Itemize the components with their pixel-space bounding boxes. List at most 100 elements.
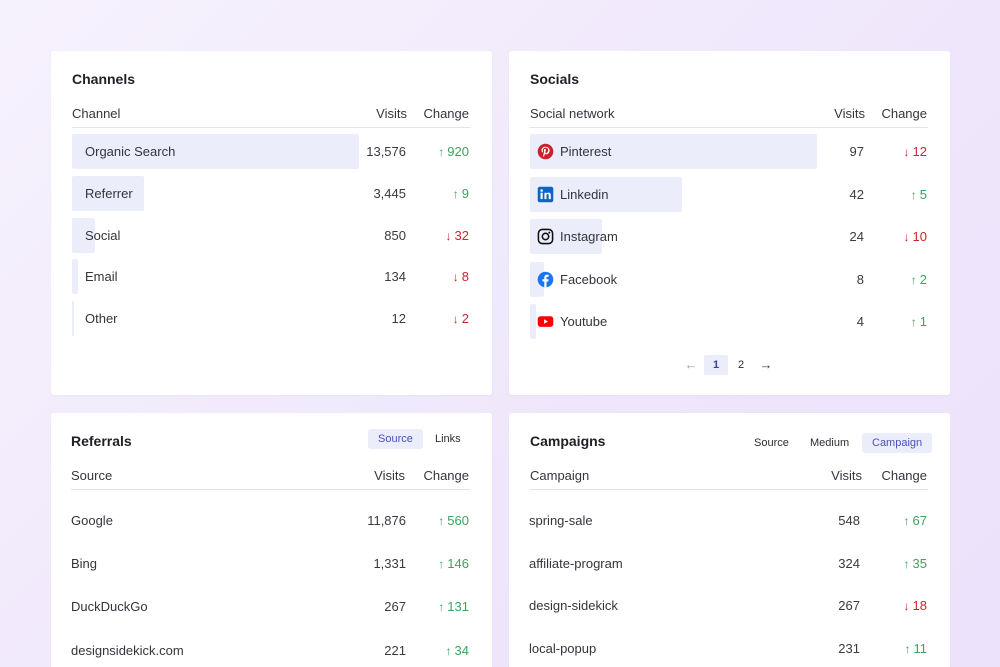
arrow-down-icon: ↓ (903, 230, 910, 244)
change-number: 34 (454, 642, 469, 658)
change-value: ↓ 10 (904, 229, 927, 244)
next-page-arrow-icon[interactable]: → (759, 357, 773, 372)
visits-value: 850 (384, 227, 406, 243)
table-row[interactable]: affiliate-program 324 ↑ 35 (509, 546, 950, 582)
visits-value: 1,331 (373, 556, 406, 572)
linkedin-icon (537, 186, 554, 203)
visits-value: 11,876 (367, 513, 406, 528)
socials-card: Socials Social network Visits Change Pin… (509, 51, 950, 395)
arrow-up-icon: ↑ (903, 514, 910, 528)
table-row[interactable]: Email 134 ↓ 8 (51, 259, 492, 295)
channel-name: Other (85, 311, 118, 327)
tab-campaign[interactable]: Campaign (862, 433, 933, 453)
change-column-header[interactable]: Change (423, 106, 469, 121)
visits-value: 24 (849, 229, 864, 244)
visits-value: 134 (384, 269, 406, 285)
arrow-up-icon: ↑ (438, 514, 445, 528)
change-value: ↑ 560 (438, 513, 469, 528)
visits-value: 97 (849, 144, 864, 159)
change-number: 32 (454, 227, 469, 243)
table-row[interactable]: Referrer 3,445 ↑ 9 (51, 175, 492, 212)
arrow-up-icon: ↑ (903, 556, 910, 571)
source-name: designsidekick.com (71, 642, 184, 658)
page-2-button[interactable]: 2 (737, 359, 745, 371)
prev-page-arrow-icon[interactable]: ← (684, 357, 698, 372)
table-row[interactable]: Other 12 ↓ 2 (51, 301, 492, 337)
arrow-up-icon: ↑ (910, 315, 917, 329)
tab-medium[interactable]: Medium (810, 437, 850, 449)
table-row[interactable]: Facebook 8 ↑ 2 (509, 261, 950, 298)
change-number: 146 (447, 556, 469, 572)
table-row[interactable]: local-popup 231 ↑ 11 (509, 631, 950, 667)
table-row[interactable]: Google 11,876 ↑ 560 (51, 503, 492, 539)
change-number: 35 (912, 555, 927, 571)
visits-value: 42 (849, 186, 864, 202)
tab-links[interactable]: Links (435, 433, 461, 445)
header-divider (71, 489, 470, 490)
visits-value: 267 (838, 598, 860, 613)
table-row[interactable]: DuckDuckGo 267 ↑ 131 (51, 589, 492, 625)
header-divider (72, 127, 470, 128)
visits-column-header[interactable]: Visits (834, 106, 865, 121)
change-number: 560 (447, 513, 469, 528)
arrow-up-icon: ↑ (910, 187, 917, 202)
table-row[interactable]: Youtube 4 ↑ 1 (509, 304, 950, 340)
table-row[interactable]: Organic Search 13,576 ↑ 920 (51, 134, 492, 170)
visits-value: 4 (856, 314, 864, 329)
arrow-down-icon: ↓ (452, 270, 459, 285)
pinterest-icon (537, 143, 554, 160)
page-1-button[interactable]: 1 (704, 355, 728, 375)
change-value: ↑ 2 (911, 272, 927, 287)
change-number: 8 (461, 269, 469, 285)
source-column-header[interactable]: Source (71, 468, 113, 483)
visits-value: 324 (838, 555, 860, 571)
change-column-header[interactable]: Change (881, 106, 927, 121)
change-value: ↓ 12 (904, 144, 927, 159)
table-row[interactable]: design-sidekick 267 ↓ 18 (509, 588, 950, 624)
table-row[interactable]: spring-sale 548 ↑ 67 (509, 503, 950, 539)
visits-share-bar (530, 176, 682, 212)
visits-column-header[interactable]: Visits (831, 468, 862, 483)
referrals-title: Referrals (71, 433, 132, 449)
channel-column-header[interactable]: Channel (72, 106, 121, 121)
visits-value: 8 (856, 271, 864, 287)
tab-source[interactable]: Source (368, 429, 423, 449)
change-number: 9 (461, 185, 469, 201)
visits-column-header[interactable]: Visits (374, 468, 405, 483)
tab-source[interactable]: Source (754, 437, 789, 449)
change-column-header[interactable]: Change (881, 468, 927, 483)
table-row[interactable]: Linkedin 42 ↑ 5 (509, 176, 950, 213)
campaign-name: design-sidekick (529, 598, 618, 613)
table-row[interactable]: Bing 1,331 ↑ 146 (51, 546, 492, 582)
visits-share-bar (530, 304, 536, 339)
instagram-icon (537, 228, 554, 245)
visits-share-bar (72, 134, 359, 169)
visits-share-bar (72, 301, 74, 337)
change-value: ↓ 2 (453, 311, 469, 326)
change-number: 1 (919, 314, 927, 329)
change-value: ↑ 5 (911, 187, 927, 202)
campaigns-card: Campaigns Source Medium Campaign Campaig… (509, 413, 950, 667)
change-value: ↑ 1 (911, 314, 927, 329)
youtube-icon (537, 313, 554, 330)
visits-column-header[interactable]: Visits (376, 106, 407, 121)
change-value: ↑ 920 (438, 144, 469, 159)
social-network-name: Pinterest (560, 144, 612, 159)
socials-title: Socials (530, 71, 580, 87)
arrow-up-icon: ↑ (904, 641, 911, 656)
visits-value: 13,576 (366, 144, 406, 159)
social-network-column-header[interactable]: Social network (530, 106, 615, 121)
arrow-down-icon: ↓ (452, 312, 459, 327)
arrow-up-icon: ↑ (438, 145, 445, 159)
campaign-column-header[interactable]: Campaign (530, 468, 590, 483)
table-row[interactable]: designsidekick.com 221 ↑ 34 (51, 633, 492, 667)
change-column-header[interactable]: Change (423, 468, 469, 483)
change-number: 2 (919, 271, 927, 287)
table-row[interactable]: Pinterest 97 ↓ 12 (509, 134, 950, 170)
table-row[interactable]: Social 850 ↓ 32 (51, 217, 492, 254)
table-row[interactable]: Instagram 24 ↓ 10 (509, 219, 950, 255)
change-number: 5 (919, 186, 927, 202)
visits-value: 231 (838, 640, 860, 656)
source-name: Bing (71, 556, 98, 572)
change-number: 11 (913, 640, 928, 656)
